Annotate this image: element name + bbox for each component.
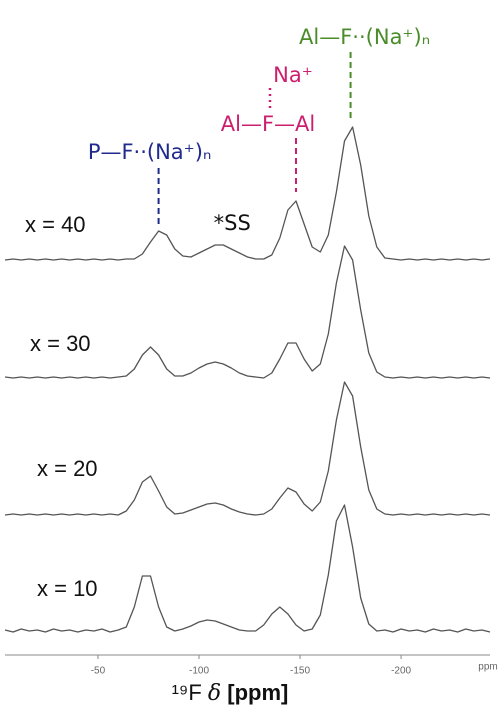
x-label-symbol: δ [208,681,221,706]
x-tick-label: -150 [290,666,310,677]
x-tick-label: -200 [391,666,411,677]
x-label-unit: [ppm] [221,680,288,705]
series-label: x = 40 [25,212,86,237]
x-tick-label: -100 [189,666,209,677]
annotation-label: Al—F—Al [221,112,315,136]
annotation-label: Na⁺ [273,63,313,87]
spectrum-line [4,126,491,261]
series-label: x = 30 [30,331,91,356]
x-label-nucleus: ¹⁹F [172,680,208,705]
spectrum-line [4,504,491,633]
series-label: x = 20 [37,456,98,481]
x-tick-label: -50 [91,666,106,677]
annotation-label: Al—F··(Na⁺)ₙ [299,25,430,49]
spectrum-line [4,381,491,516]
annotation-label: *SS [214,211,251,235]
annotation-label: P—F··(Na⁺)ₙ [88,140,212,164]
x-axis-label: ¹⁹F δ [ppm] [172,680,289,706]
spectrum-line [4,245,491,379]
x-unit-label: ppm [478,662,497,673]
series-label: x = 10 [37,576,98,601]
